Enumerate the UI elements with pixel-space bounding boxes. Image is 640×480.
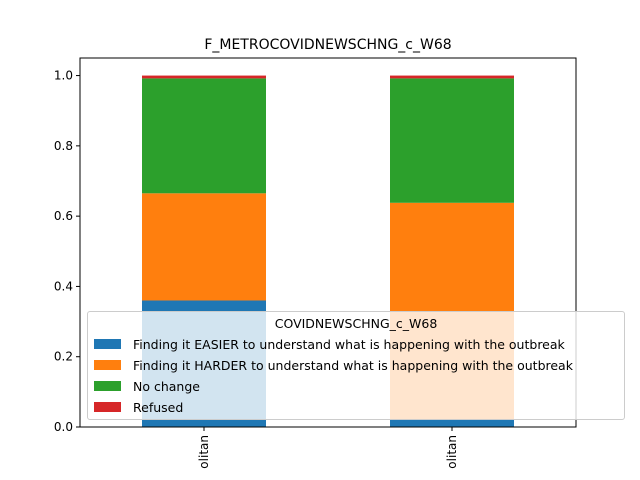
legend-swatch [94, 402, 121, 412]
y-tick-label: 0.6 [54, 209, 73, 223]
y-axis: 0.0 0.2 0.4 0.6 0.8 1.0 [54, 69, 80, 434]
legend-title: COVIDNEWSCHNG_c_W68 [274, 316, 438, 331]
x-tick-label: olitan [197, 435, 211, 469]
bar-segment [390, 78, 514, 203]
plot-frame [79, 57, 577, 428]
bar-segment [390, 75, 514, 79]
y-tick-label: 0.0 [54, 420, 73, 434]
legend-label: Refused [133, 399, 184, 415]
y-tick-label: 0.4 [54, 279, 73, 293]
chart-title: F_METROCOVIDNEWSCHNG_c_W68 [204, 37, 451, 53]
legend-item-easier: Finding it EASIER to understand what is … [94, 336, 565, 352]
x-tick-label: olitan [445, 435, 459, 469]
y-tick-label: 1.0 [54, 69, 73, 83]
bar-segment [142, 75, 266, 79]
legend-item-harder: Finding it HARDER to understand what is … [94, 357, 573, 373]
bar-segment [142, 78, 266, 194]
legend-swatch [94, 360, 121, 370]
bar-segment [142, 193, 266, 301]
x-axis: olitan olitan [197, 427, 459, 469]
legend-swatch [94, 381, 121, 391]
legend-item-no-change: No change [94, 378, 200, 394]
y-tick-label: 0.2 [54, 350, 73, 364]
legend-swatch [94, 339, 121, 349]
legend-item-refused: Refused [94, 399, 183, 415]
legend-label: Finding it EASIER to understand what is … [133, 336, 565, 352]
y-tick-label: 0.8 [54, 139, 73, 153]
bar-segment [390, 419, 514, 427]
legend: COVIDNEWSCHNG_c_W68 Finding it EASIER to… [87, 311, 625, 420]
legend-label: No change [133, 378, 200, 394]
legend-label: Finding it HARDER to understand what is … [133, 357, 573, 373]
